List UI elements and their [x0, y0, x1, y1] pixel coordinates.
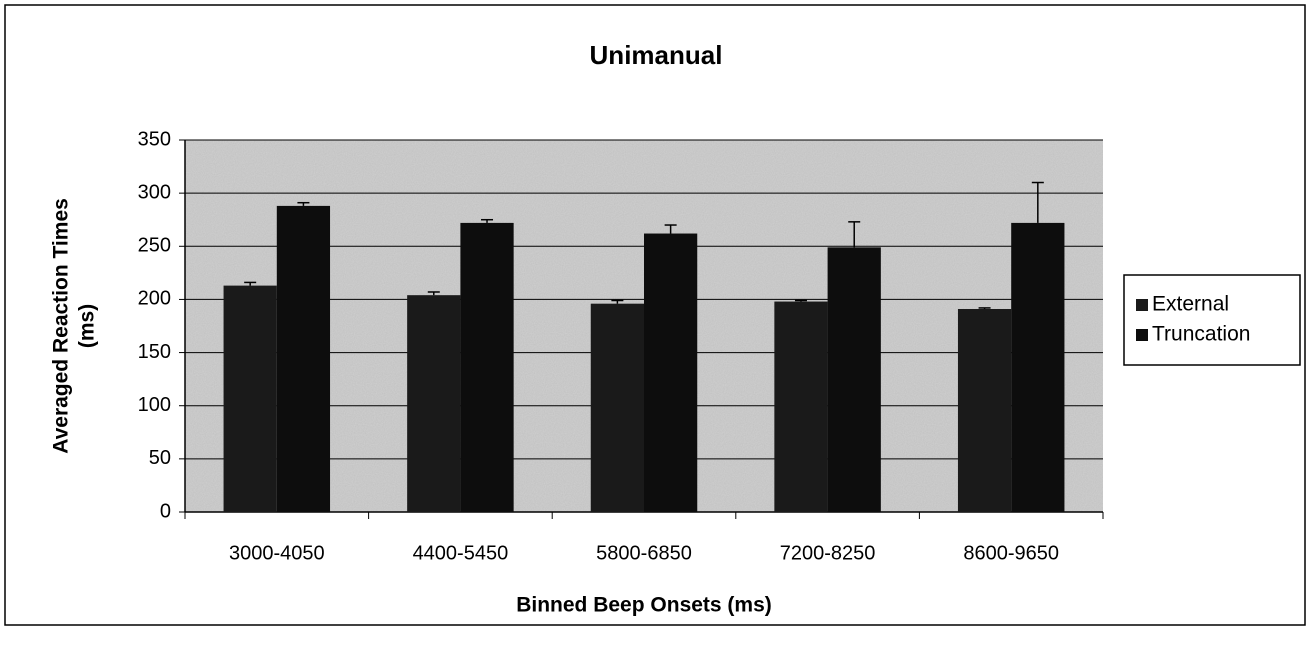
bar [1011, 222, 1065, 512]
bar [957, 308, 1012, 512]
y-tick-label: 0 [160, 500, 171, 522]
x-tick-label: 8600-9650 [963, 542, 1059, 564]
bar [590, 303, 644, 512]
y-tick-label: 50 [149, 447, 171, 469]
bar [774, 301, 828, 512]
legend-swatch [1136, 299, 1148, 311]
chart-title: Unimanual [590, 40, 723, 70]
x-axis-title: Binned Beep Onsets (ms) [516, 594, 772, 617]
legend-label: Truncation [1152, 323, 1250, 346]
y-tick-label: 150 [138, 341, 171, 363]
legend-label: External [1152, 293, 1229, 316]
legend-swatch [1136, 329, 1148, 341]
y-tick-label: 300 [138, 181, 171, 203]
y-tick-label: 350 [138, 128, 171, 150]
y-tick-label: 250 [138, 235, 171, 257]
bar [223, 285, 277, 512]
y-axis-title: Averaged Reaction Times [50, 198, 73, 454]
bar [644, 233, 698, 512]
x-tick-label: 3000-4050 [229, 542, 325, 564]
x-tick-label: 5800-6850 [596, 542, 692, 564]
legend-box [1123, 274, 1301, 366]
bar [276, 205, 331, 512]
y-tick-label: 200 [138, 288, 171, 310]
x-tick-label: 4400-5450 [413, 542, 509, 564]
bar [407, 295, 461, 512]
y-tick-label: 100 [138, 394, 171, 416]
y-axis-title: (ms) [76, 304, 99, 348]
bar [827, 247, 881, 512]
x-tick-label: 7200-8250 [780, 542, 876, 564]
bar [460, 222, 514, 512]
